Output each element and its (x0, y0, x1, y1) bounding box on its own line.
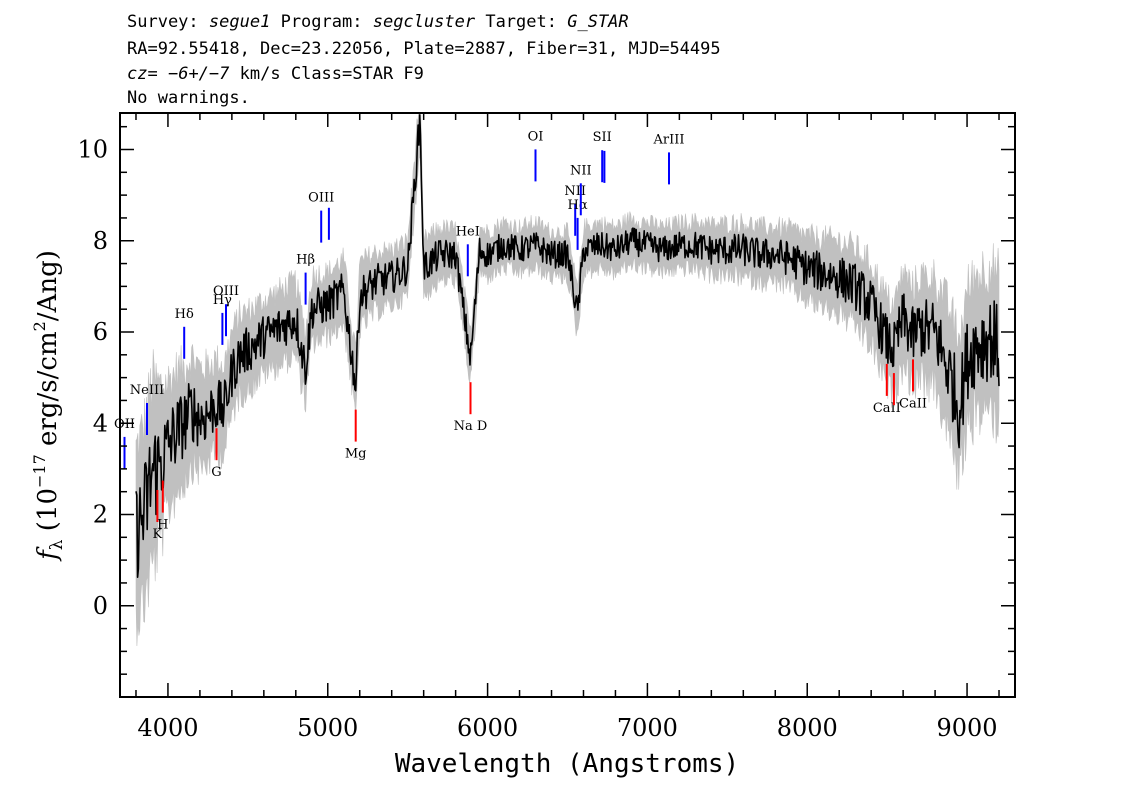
line-label-6: Hγ (213, 293, 232, 308)
line-label-23: CaII (899, 396, 927, 411)
plot-frame (119, 112, 1016, 698)
x-axis-title: Wavelength (Angstroms) (395, 749, 739, 779)
line-label-16: Hα (568, 198, 588, 213)
line-label-11: Mg (345, 447, 367, 462)
y-axis-title: fλ (10−17 erg/s/cm2/Ang) (22, 250, 69, 562)
x-tick-label: 8000 (777, 714, 838, 742)
line-label-0: OII (114, 417, 135, 432)
line-label-15: NII (564, 184, 586, 199)
x-tick-label: 4000 (137, 714, 198, 742)
line-label-5: G (211, 465, 221, 480)
flux-line (135, 114, 1000, 579)
axes (119, 112, 1016, 698)
line-label-17: NII (570, 163, 592, 178)
line-label-18: SII (593, 130, 612, 145)
x-tick-label: 5000 (297, 714, 358, 742)
line-label-13: Na D (454, 419, 488, 434)
y-tick-label: 6 (93, 318, 108, 346)
line-label-3: H (157, 518, 168, 533)
line-label-9: OIII (308, 191, 334, 206)
x-tick-label: 7000 (617, 714, 678, 742)
line-label-21: CaII (873, 401, 901, 416)
y-tick-label: 4 (93, 409, 108, 437)
x-tick-label: 6000 (457, 714, 518, 742)
tick-labels: 4000 5000 6000 7000 8000 9000 0 2 4 6 8 10 (77, 136, 997, 743)
line-label-12: HeI (456, 224, 480, 239)
line-label-8: Hβ (296, 253, 315, 268)
y-tick-label: 0 (93, 592, 108, 620)
line-label-14: OI (528, 129, 544, 144)
header-line-4: No warnings. (127, 88, 250, 108)
header-line-1: Survey: segue1 Program: segcluster Targe… (127, 12, 629, 32)
line-label-7: OIII (213, 284, 239, 299)
y-tick-label: 8 (93, 227, 108, 255)
line-label-20: ArIII (652, 132, 684, 147)
header-line-2: RA=92.55418, Dec=23.22056, Plate=2887, F… (127, 39, 721, 59)
line-label-2: K (153, 527, 163, 542)
line-label-4: Hδ (175, 307, 194, 322)
x-tick-label: 9000 (937, 714, 998, 742)
error-band (135, 113, 1000, 647)
y-tick-label: 10 (77, 136, 108, 164)
error-layer (135, 113, 1000, 647)
flux-layer (135, 114, 1000, 579)
y-tick-label: 2 (93, 501, 108, 529)
header-line-3: cz= −6+/−7 km/s Class=STAR F9 (127, 64, 424, 84)
line-label-1: NeIII (130, 383, 164, 398)
